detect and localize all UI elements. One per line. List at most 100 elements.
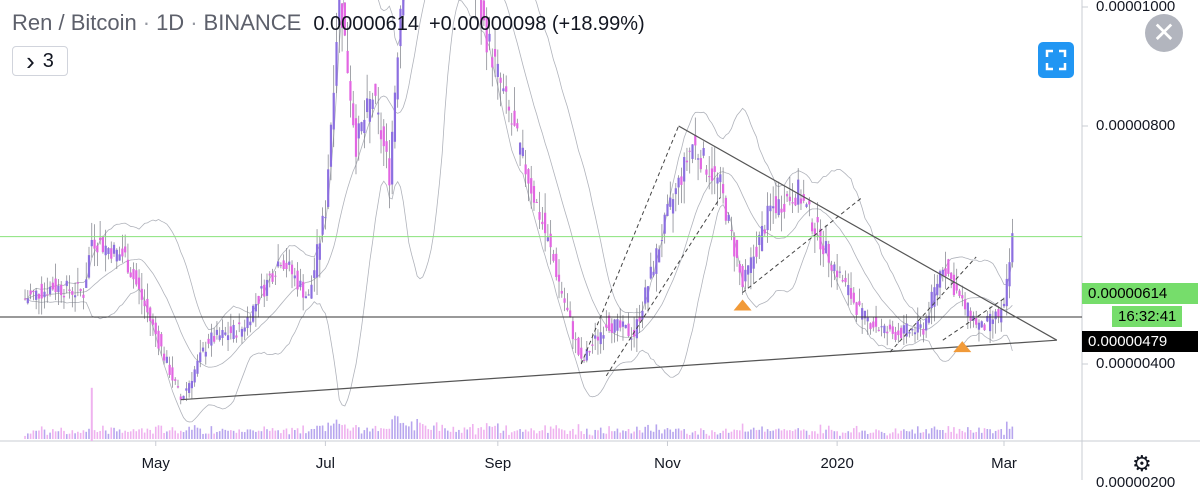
volume-bar — [783, 429, 786, 439]
candle-body — [627, 323, 630, 336]
volume-bar — [294, 429, 296, 439]
fullscreen-button[interactable] — [1038, 42, 1074, 78]
y-tick-label: 0.00000400 — [1096, 355, 1176, 372]
candle-body — [555, 253, 558, 277]
volume-bar — [903, 429, 905, 439]
volume-bar — [825, 429, 827, 439]
candle-body — [791, 202, 794, 204]
volume-bar — [193, 425, 196, 439]
candle-body — [613, 319, 616, 333]
volume-bar — [216, 431, 218, 439]
volume-bar — [955, 433, 958, 439]
candle-body — [491, 57, 494, 68]
candle-body — [774, 196, 778, 214]
candle-body — [869, 323, 872, 330]
volume-bar — [399, 423, 402, 439]
volume-bar — [416, 418, 418, 439]
volume-bar — [814, 431, 816, 439]
volume-bar — [110, 427, 113, 439]
volume-bar — [516, 430, 519, 439]
volume-bar — [324, 431, 327, 439]
candle-body — [708, 176, 711, 178]
volume-bar — [232, 430, 235, 439]
volume-bar — [916, 426, 919, 439]
volume-bar — [588, 434, 591, 439]
candle-body — [388, 158, 391, 186]
candle-body — [274, 275, 277, 277]
candle-body — [293, 275, 296, 279]
volume-bar — [535, 433, 538, 439]
candle-body — [93, 239, 96, 249]
volume-bar — [705, 433, 708, 439]
settings-gear-icon[interactable]: ⚙ — [1132, 451, 1152, 476]
volume-bar — [992, 433, 994, 439]
candle-body — [277, 261, 280, 267]
candle-body — [140, 288, 143, 300]
candle-body — [847, 284, 850, 296]
candle-body — [822, 245, 825, 255]
indicators-toggle-button[interactable]: › 3 — [12, 46, 68, 76]
candle-body — [677, 177, 680, 188]
candle-body — [566, 307, 569, 311]
symbol-pair[interactable]: Ren / Bitcoin — [12, 10, 137, 35]
candle-body — [368, 98, 371, 122]
candle-body — [302, 281, 305, 298]
volume-bar — [27, 433, 29, 439]
candle-body — [544, 212, 547, 234]
candle-body — [691, 144, 694, 159]
candle-body — [972, 315, 975, 321]
volume-bar — [680, 430, 683, 439]
volume-bar — [733, 429, 736, 439]
candle-body — [930, 291, 933, 309]
volume-bar — [104, 430, 107, 439]
volume-bar — [102, 425, 104, 439]
volume-bar — [719, 433, 722, 439]
volume-bar — [341, 425, 343, 439]
volume-bar — [942, 429, 944, 439]
volume-bar — [869, 432, 872, 439]
candle-body — [997, 309, 1000, 317]
candle-body — [655, 248, 658, 274]
candle-body — [944, 268, 947, 277]
candle-body — [813, 228, 816, 235]
candle-body — [877, 329, 880, 331]
volume-bar — [402, 422, 405, 439]
volume-bar — [958, 428, 961, 439]
candle-body — [863, 310, 867, 319]
bollinger-basis — [25, 0, 1013, 368]
candle-body — [591, 344, 594, 346]
candle-body — [738, 263, 741, 273]
volume-bar — [246, 429, 249, 439]
candle-body — [251, 305, 255, 322]
volume-bar — [816, 433, 819, 439]
volume-bar — [911, 429, 914, 439]
volume-bar — [210, 426, 213, 439]
candle-body — [891, 326, 894, 334]
candle-body — [674, 188, 677, 195]
channel-line — [889, 256, 977, 353]
candle-body — [727, 214, 730, 221]
volume-bar — [597, 430, 599, 439]
volume-bar — [827, 425, 830, 439]
volume-bar — [866, 434, 869, 439]
volume-bar — [964, 432, 966, 439]
volume-bar — [741, 423, 744, 439]
volume-bar — [483, 429, 485, 439]
volume-bar — [388, 428, 391, 439]
candle-body — [243, 327, 246, 332]
candle-body — [182, 395, 185, 400]
candle-body — [68, 289, 71, 292]
volume-bar — [257, 430, 260, 439]
volume-bar — [722, 430, 724, 439]
interval[interactable]: 1D — [156, 10, 185, 35]
volume-bar — [750, 429, 752, 439]
candle-body — [722, 184, 725, 194]
volume-bar — [129, 431, 132, 439]
last-price-tag: 0.00000614 — [1082, 283, 1198, 304]
price-chart[interactable] — [0, 0, 1200, 480]
volume-bar — [655, 424, 658, 439]
close-button[interactable]: ✕ — [1145, 14, 1183, 52]
candle-body — [838, 271, 842, 273]
candle-body — [505, 86, 508, 92]
candle-body — [115, 249, 118, 262]
